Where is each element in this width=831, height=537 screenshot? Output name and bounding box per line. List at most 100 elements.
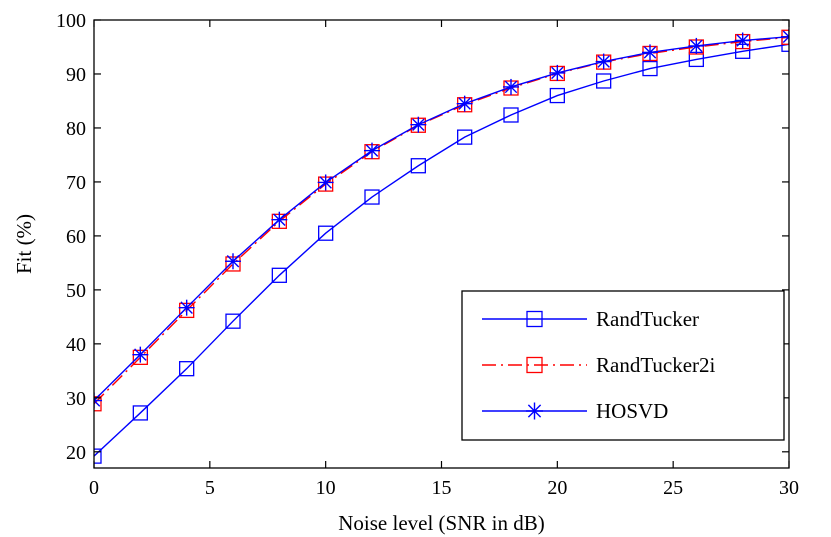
legend-marker-hosvd xyxy=(526,402,543,420)
y-tick-label: 100 xyxy=(56,10,86,32)
data-point-randtucker xyxy=(318,225,334,241)
data-point-randtucker-shape xyxy=(642,60,658,77)
data-point-randtucker xyxy=(596,73,612,89)
data-point-hosvd-stroke xyxy=(226,255,240,268)
legend-entry-hosvd: HOSVD xyxy=(482,399,668,423)
series-layer xyxy=(94,28,789,464)
legend-label-randtucker2i: RandTucker2i xyxy=(596,353,716,377)
y-tick-label: 30 xyxy=(66,388,86,410)
data-point-hosvd-stroke xyxy=(504,80,518,94)
data-point-randtucker-shape xyxy=(132,405,148,421)
data-point-hosvd xyxy=(271,211,288,228)
data-point-randtucker-shape xyxy=(225,313,241,329)
series-randtucker xyxy=(94,36,789,464)
legend-entry-randtucker: RandTucker xyxy=(482,307,699,331)
data-point-randtucker xyxy=(364,189,380,205)
data-point-hosvd xyxy=(781,28,789,45)
data-point-hosvd-stroke xyxy=(94,399,101,407)
data-point-hosvd xyxy=(132,346,149,363)
data-point-hosvd xyxy=(549,64,566,81)
data-point-randtucker xyxy=(179,361,195,377)
data-point-hosvd-stroke xyxy=(643,46,657,59)
x-tick-label: 30 xyxy=(779,477,799,499)
data-point-hosvd xyxy=(178,299,195,316)
data-point-hosvd xyxy=(595,53,612,70)
data-point-hosvd-stroke xyxy=(551,66,564,80)
y-tick-label: 40 xyxy=(66,334,86,356)
y-tick-label: 80 xyxy=(66,118,86,140)
y-axis-label: Fit (%) xyxy=(12,214,36,274)
data-point-hosvd xyxy=(734,32,751,49)
legend-label-randtucker: RandTucker xyxy=(596,307,699,331)
data-point-randtucker-shape xyxy=(318,225,334,241)
data-point-randtucker xyxy=(225,313,241,329)
data-point-hosvd-stroke xyxy=(94,394,101,402)
x-tick-label: 20 xyxy=(547,477,567,499)
data-point-hosvd-stroke xyxy=(736,34,749,47)
data-point-hosvd-stroke xyxy=(365,144,379,157)
x-tick-label: 15 xyxy=(432,477,452,499)
legend-marker-randtucker-shape xyxy=(526,310,543,328)
data-point-randtucker xyxy=(94,448,102,464)
series-line-randtucker2i xyxy=(94,36,789,405)
data-point-randtucker-shape xyxy=(549,87,565,104)
legend: RandTucker RandTucker2i HOSVD xyxy=(461,290,785,441)
data-point-randtucker2i-shape xyxy=(94,396,102,412)
data-point-hosvd xyxy=(364,142,380,159)
data-point-randtucker-shape xyxy=(271,267,287,283)
data-point-randtucker-shape xyxy=(364,189,380,205)
y-tick-label: 70 xyxy=(66,172,86,194)
y-tick-label: 90 xyxy=(66,64,86,86)
series-hosvd xyxy=(94,28,789,409)
data-point-hosvd xyxy=(225,253,241,270)
data-point-randtucker-shape xyxy=(179,361,195,377)
data-point-hosvd-stroke xyxy=(458,97,471,110)
legend-label-hosvd: HOSVD xyxy=(596,399,668,423)
data-point-hosvd-stroke xyxy=(273,213,286,226)
data-point-hosvd-stroke xyxy=(134,348,147,361)
data-point-hosvd-stroke xyxy=(412,118,425,131)
data-point-randtucker xyxy=(410,158,426,174)
data-point-hosvd xyxy=(642,44,658,61)
data-point-randtucker xyxy=(271,267,287,283)
x-axis-label: Noise level (SNR in dB) xyxy=(338,511,544,535)
x-tick-label: 0 xyxy=(89,477,99,499)
data-point-hosvd-stroke xyxy=(782,35,789,43)
data-point-hosvd xyxy=(503,78,519,95)
data-point-hosvd-stroke xyxy=(690,39,703,53)
data-point-hosvd xyxy=(94,392,102,409)
data-point-randtucker xyxy=(457,129,473,145)
data-point-randtucker xyxy=(132,405,148,421)
data-point-hosvd-stroke xyxy=(597,55,610,68)
ticks-layer: 0 5 10 15 20 25 30 20 30 40 50 60 70 80 90 100 xyxy=(56,10,799,499)
data-point-randtucker-shape xyxy=(596,73,612,89)
data-point-randtucker-shape xyxy=(503,107,519,123)
series-line-hosvd xyxy=(94,36,789,402)
data-point-hosvd-stroke xyxy=(782,30,789,38)
data-point-randtucker xyxy=(549,87,565,104)
y-tick-label: 20 xyxy=(66,442,86,464)
data-point-hosvd xyxy=(688,37,705,54)
data-point-hosvd-stroke xyxy=(180,301,193,314)
legend-marker-randtucker2i xyxy=(526,356,543,374)
data-point-hosvd xyxy=(456,95,473,112)
series-line-randtucker xyxy=(94,43,789,457)
data-point-randtucker xyxy=(642,60,658,77)
data-point-randtucker-shape xyxy=(410,158,426,174)
y-tick-label: 50 xyxy=(66,280,86,302)
x-tick-label: 25 xyxy=(663,477,683,499)
legend-marker-randtucker xyxy=(526,310,543,328)
data-point-hosvd-stroke xyxy=(319,176,332,189)
data-point-hosvd xyxy=(410,116,427,133)
data-point-randtucker2i xyxy=(94,396,102,412)
data-point-randtucker-shape xyxy=(94,448,102,464)
data-point-hosvd xyxy=(317,174,334,191)
x-tick-label: 5 xyxy=(205,477,215,499)
data-point-randtucker xyxy=(503,107,519,123)
legend-marker-randtucker2i-shape xyxy=(526,356,543,374)
legend-marker-hosvd-stroke xyxy=(527,404,542,418)
y-tick-label: 60 xyxy=(66,226,86,248)
x-tick-label: 10 xyxy=(316,477,336,499)
